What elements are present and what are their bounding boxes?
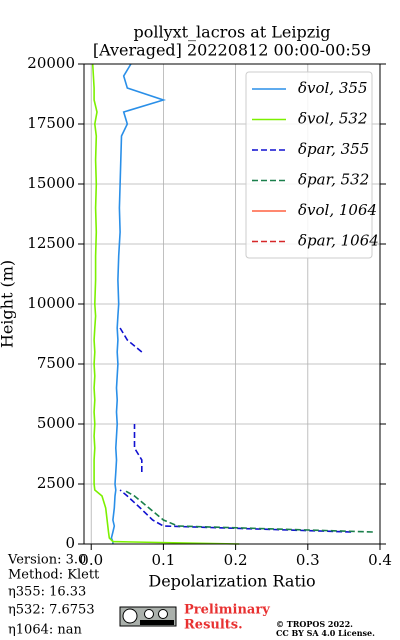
y-tick-label: 10000 — [27, 294, 75, 312]
y-tick-label: 12500 — [27, 234, 75, 252]
copyright-text: CC BY SA 4.0 License. — [276, 628, 375, 638]
y-tick-label: 5000 — [37, 414, 75, 432]
info-text: η532: 7.6753 — [8, 603, 95, 618]
x-tick-label: 0.3 — [296, 551, 320, 569]
info-text: Version: 3.0 — [7, 553, 86, 568]
profile-line — [123, 489, 373, 533]
x-tick-label: 0.4 — [368, 551, 392, 569]
y-axis-label: Height (m) — [0, 260, 17, 348]
y-tick-label: 7500 — [37, 354, 75, 372]
info-text: Method: Klett — [8, 568, 100, 583]
profile-line — [110, 63, 167, 544]
x-axis-label: Depolarization Ratio — [148, 572, 315, 591]
legend-label: δpar, 1064 — [298, 232, 379, 250]
plot-frame — [83, 63, 381, 545]
x-tick-label: 0.1 — [151, 551, 175, 569]
legend-label: δpar, 355 — [298, 140, 369, 158]
y-tick-label: 20000 — [27, 54, 75, 72]
x-tick-label: 0.2 — [224, 551, 248, 569]
badge-text: Preliminary — [184, 603, 270, 618]
info-text: η355: 16.33 — [8, 585, 86, 600]
y-tick-label: 17500 — [27, 114, 75, 132]
y-tick-label: 2500 — [37, 474, 75, 492]
legend-label: δvol, 355 — [298, 79, 368, 97]
x-tick-label: 0.0 — [79, 551, 103, 569]
copyright-text: © TROPOS 2022. — [276, 619, 353, 629]
y-tick-label: 0 — [65, 534, 75, 552]
cc-logo — [119, 606, 177, 627]
legend-label: δvol, 532 — [298, 110, 368, 128]
legend-label: δpar, 532 — [298, 171, 369, 189]
profile-line — [119, 327, 352, 533]
chart-subtitle: [Averaged] 20220812 00:00-00:59 — [93, 41, 371, 60]
badge-text: Results. — [184, 618, 243, 633]
profile-line — [91, 63, 240, 545]
legend-box — [245, 71, 373, 259]
legend-label: δvol, 1064 — [298, 201, 377, 219]
info-text: η1064: nan — [8, 623, 83, 638]
y-tick-label: 15000 — [27, 174, 75, 192]
chart-title: pollyxt_lacros at Leipzig — [133, 23, 330, 42]
